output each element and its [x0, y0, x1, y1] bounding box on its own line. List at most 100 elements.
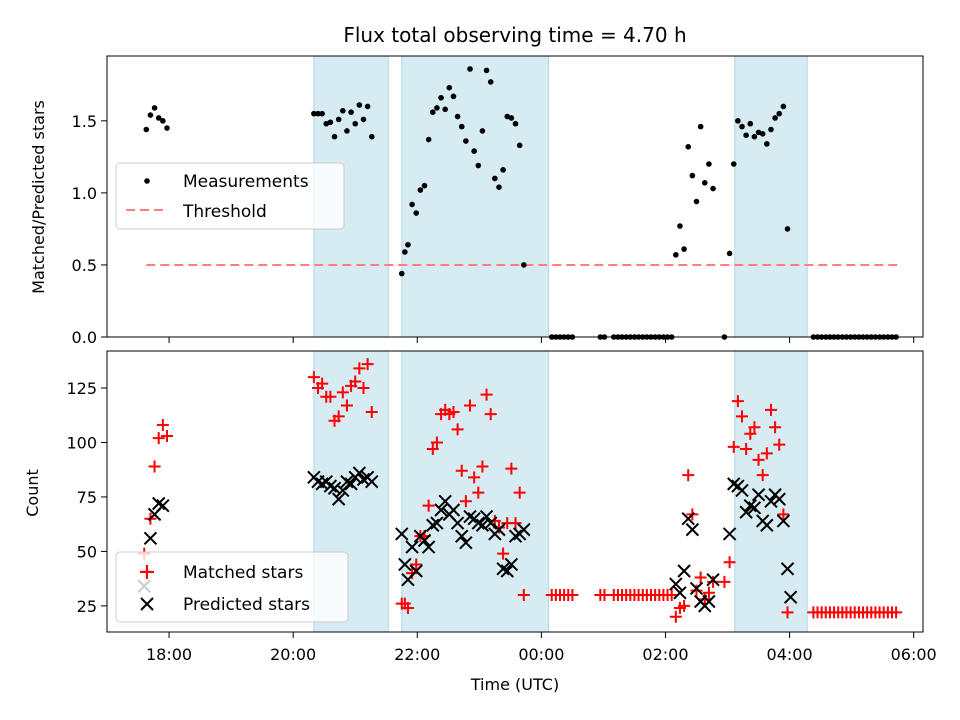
- bottom-panel: 25 50 75 100 125 18:00 20:00 22:00 00:00 02:00 04…: [23, 350, 937, 664]
- predicted-star-point: [722, 527, 737, 541]
- measurement-point: [697, 123, 704, 130]
- matched-star-point: [156, 419, 169, 432]
- y-tick-label: 75: [77, 488, 97, 507]
- measurement-point: [479, 128, 486, 134]
- matched-star-point: [484, 408, 497, 421]
- bottom-plot-frame: [106, 350, 924, 633]
- y-tick-label: 50: [77, 542, 97, 561]
- measurement-point: [685, 143, 692, 150]
- y-tick-label: 1.0: [72, 184, 97, 203]
- bottom-legend-box: [115, 551, 349, 623]
- matched-star-point: [426, 443, 439, 456]
- matched-star-point: [707, 575, 720, 588]
- predicted-star-point: [492, 522, 506, 537]
- predicted-star-point: [760, 518, 774, 532]
- observing-band-3: [734, 55, 808, 338]
- legend-measurements-label: Measurements: [183, 172, 309, 192]
- predicted-star-point: [739, 505, 753, 519]
- matched-star-point: [723, 556, 736, 569]
- measurement-point: [706, 161, 712, 167]
- predicted-star-point: [446, 503, 461, 517]
- matched-star-point: [459, 495, 472, 508]
- predicted-star-point: [517, 522, 531, 537]
- y-tick-label: 0.5: [72, 256, 97, 275]
- matched-star-point: [760, 447, 773, 460]
- measurement-point: [364, 103, 371, 110]
- predicted-star-point: [751, 488, 766, 502]
- matched-star-point: [340, 399, 353, 412]
- matched-star-point: [748, 421, 761, 434]
- top-y-axis: 0.0 0.5 1.0 1.5: [72, 112, 107, 347]
- matched-star-point: [472, 486, 485, 499]
- predicted-star-point: [327, 481, 342, 495]
- predicted-star-point: [323, 479, 338, 493]
- predicted-star-point: [772, 492, 786, 506]
- predicted-star-point: [669, 577, 683, 591]
- matched-star-point: [480, 388, 493, 401]
- predicted-star-point: [673, 586, 687, 600]
- measurement-point: [492, 175, 498, 182]
- legend-matched-marker: [140, 565, 154, 579]
- predicted-star-point: [747, 501, 762, 515]
- x-tick-label: 00:00: [518, 645, 564, 664]
- measurement-point: [327, 119, 334, 126]
- matched-star-point: [316, 377, 329, 390]
- matched-star-point: [773, 438, 786, 451]
- measurement-point: [454, 113, 461, 120]
- predicted-star-point: [743, 498, 757, 513]
- x-tick-label: 06:00: [891, 645, 937, 664]
- predicted-star-point: [430, 516, 444, 530]
- matched-star-point: [451, 423, 464, 436]
- measurement-point: [402, 249, 408, 255]
- measurement-point: [516, 142, 523, 149]
- matched-star-point: [353, 362, 366, 375]
- measurement-point: [677, 223, 683, 229]
- matched-star-point: [455, 464, 468, 477]
- top-panel: 0.0 0.5 1.0 1.5 Matched/Predicted stars Mea…: [29, 55, 924, 347]
- predicted-star-point: [463, 509, 477, 524]
- measurement-point: [151, 105, 158, 111]
- x-tick-label: 02:00: [642, 645, 688, 664]
- matched-star-point: [509, 517, 522, 530]
- measurement-point: [467, 66, 473, 72]
- measurement-point: [681, 246, 687, 252]
- matched-star-point: [401, 602, 414, 615]
- predicted-star-point: [352, 466, 367, 480]
- matched-star-point: [752, 453, 765, 466]
- measurement-point: [409, 201, 415, 208]
- predicted-star-point: [471, 516, 485, 530]
- measurement-point: [673, 252, 679, 258]
- predicted-star-point: [500, 564, 514, 578]
- measurement-point: [512, 120, 519, 127]
- measurement-point: [730, 161, 737, 167]
- measurement-point: [417, 187, 424, 193]
- predicted-star-point: [409, 564, 423, 578]
- matched-star-point: [365, 405, 378, 418]
- measurement-point: [739, 123, 745, 130]
- matched-star-point: [361, 358, 374, 371]
- predicted-star-point: [685, 522, 700, 537]
- measurement-point: [413, 210, 420, 216]
- measurement-point: [776, 110, 783, 117]
- measurement-point: [780, 103, 787, 110]
- predicted-star-point: [459, 535, 473, 550]
- measurement-point: [496, 184, 502, 190]
- measurement-point: [772, 115, 778, 121]
- measurement-point: [751, 133, 758, 140]
- y-tick-label: 25: [77, 597, 97, 616]
- y-tick-label: 0.0: [72, 328, 97, 347]
- matched-star-point: [665, 588, 678, 601]
- measurement-point: [425, 136, 432, 143]
- measurement-point: [458, 123, 465, 130]
- measurement-point: [438, 94, 444, 101]
- matched-star-point: [777, 508, 790, 521]
- matched-star-point: [357, 382, 370, 395]
- predicted-star-point: [426, 518, 440, 532]
- matched-star-point: [513, 486, 526, 499]
- predicted-star-point: [706, 573, 720, 587]
- predicted-star-point: [780, 562, 795, 576]
- predicted-star-point: [450, 516, 465, 530]
- matched-star-point: [718, 575, 731, 588]
- predicted-star-point: [689, 581, 704, 596]
- predicted-star-point: [508, 529, 523, 543]
